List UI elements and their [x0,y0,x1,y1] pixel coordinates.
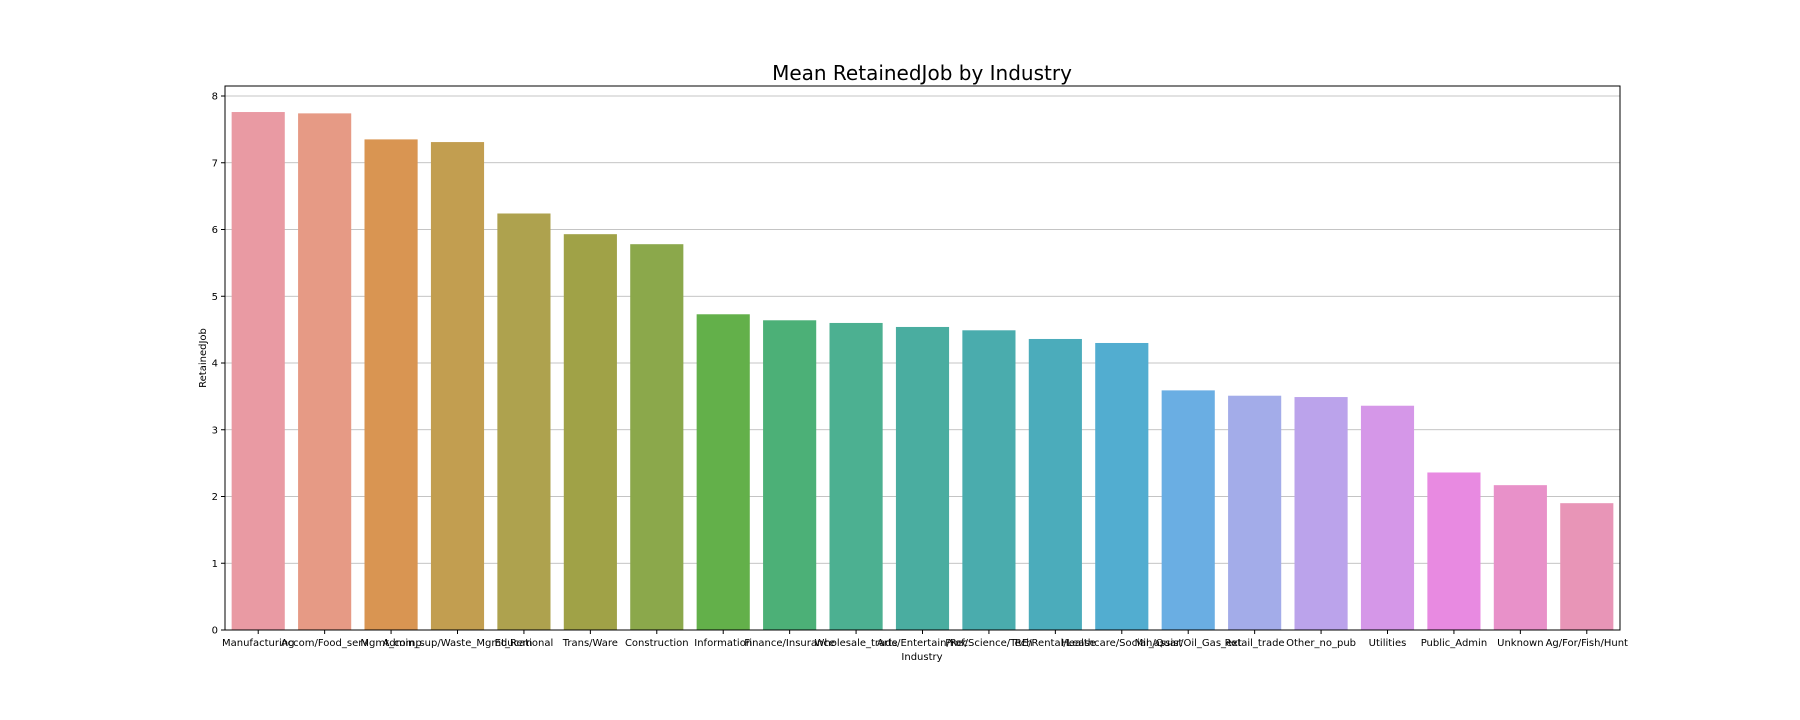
x-tick-label: Other_no_pub [1286,638,1356,649]
bar [1228,395,1282,630]
x-axis-ticks: ManufacturingAccom/Food_servMgmt_compAdm… [222,630,1628,649]
x-tick-label: Accom/Food_serv [281,638,368,649]
x-tick-label: Admin_sup/Waste_Mgmt_Rem [383,638,533,649]
bar [829,322,883,630]
x-tick-label: Wholesale_trade [814,638,897,649]
x-tick-label: Information [694,638,752,649]
x-tick-label: Public_Admin [1421,638,1487,649]
bar [1493,485,1547,630]
y-tick-label: 1 [212,559,218,570]
x-tick-label: Manufacturing [222,638,294,649]
bars [231,112,1614,631]
y-tick-label: 3 [212,425,218,436]
bar [364,139,418,630]
x-tick-label: Retail_trade [1225,638,1285,649]
bar [1028,338,1082,630]
bar [231,112,285,630]
bar [630,244,684,631]
bar [298,113,352,630]
bar [1560,503,1614,630]
bar [696,314,750,630]
x-tick-label: Prof/Science/Tech [945,638,1032,649]
bar [430,142,485,630]
bar [763,320,817,630]
x-tick-label: Healthcare/Social_assist [1061,638,1182,649]
y-tick-label: 7 [212,158,218,169]
x-axis-label: Industry [901,652,942,663]
bar [563,234,617,631]
y-axis-ticks: 0 1 2 3 4 5 6 7 8 [212,92,225,637]
bar [1161,390,1215,630]
x-tick-label: Educational [495,638,554,649]
x-tick-label: Mgmt_comp [360,638,421,649]
x-tick-label: Trans/Ware [562,638,618,649]
bar [895,326,950,630]
bar [1294,397,1348,630]
x-tick-label: Finance/Insurance [744,638,835,649]
y-tick-label: 5 [212,292,218,303]
bar [497,213,551,630]
bar [1427,472,1481,630]
y-tick-label: 8 [212,92,218,103]
x-tick-label: Arts/Entertain/Rec [877,638,968,649]
y-axis-label: RetainedJob [198,328,209,388]
x-tick-label: Utilities [1369,638,1407,649]
x-tick-label: Min/Quar/Oil_Gas_ext [1135,638,1242,649]
bar [1095,342,1149,630]
bar [962,330,1016,630]
y-tick-label: 2 [212,492,218,503]
y-tick-label: 0 [212,626,218,637]
y-tick-label: 4 [212,359,218,370]
x-tick-label: RE/Rental/Lease [1015,638,1096,649]
x-tick-label: Ag/For/Fish/Hunt [1546,638,1628,649]
y-tick-label: 6 [212,225,218,236]
x-tick-label: Construction [625,638,689,649]
bar [1360,405,1415,630]
x-tick-label: Unknown [1497,638,1543,649]
chart-title: Mean RetainedJob by Industry [772,61,1072,85]
